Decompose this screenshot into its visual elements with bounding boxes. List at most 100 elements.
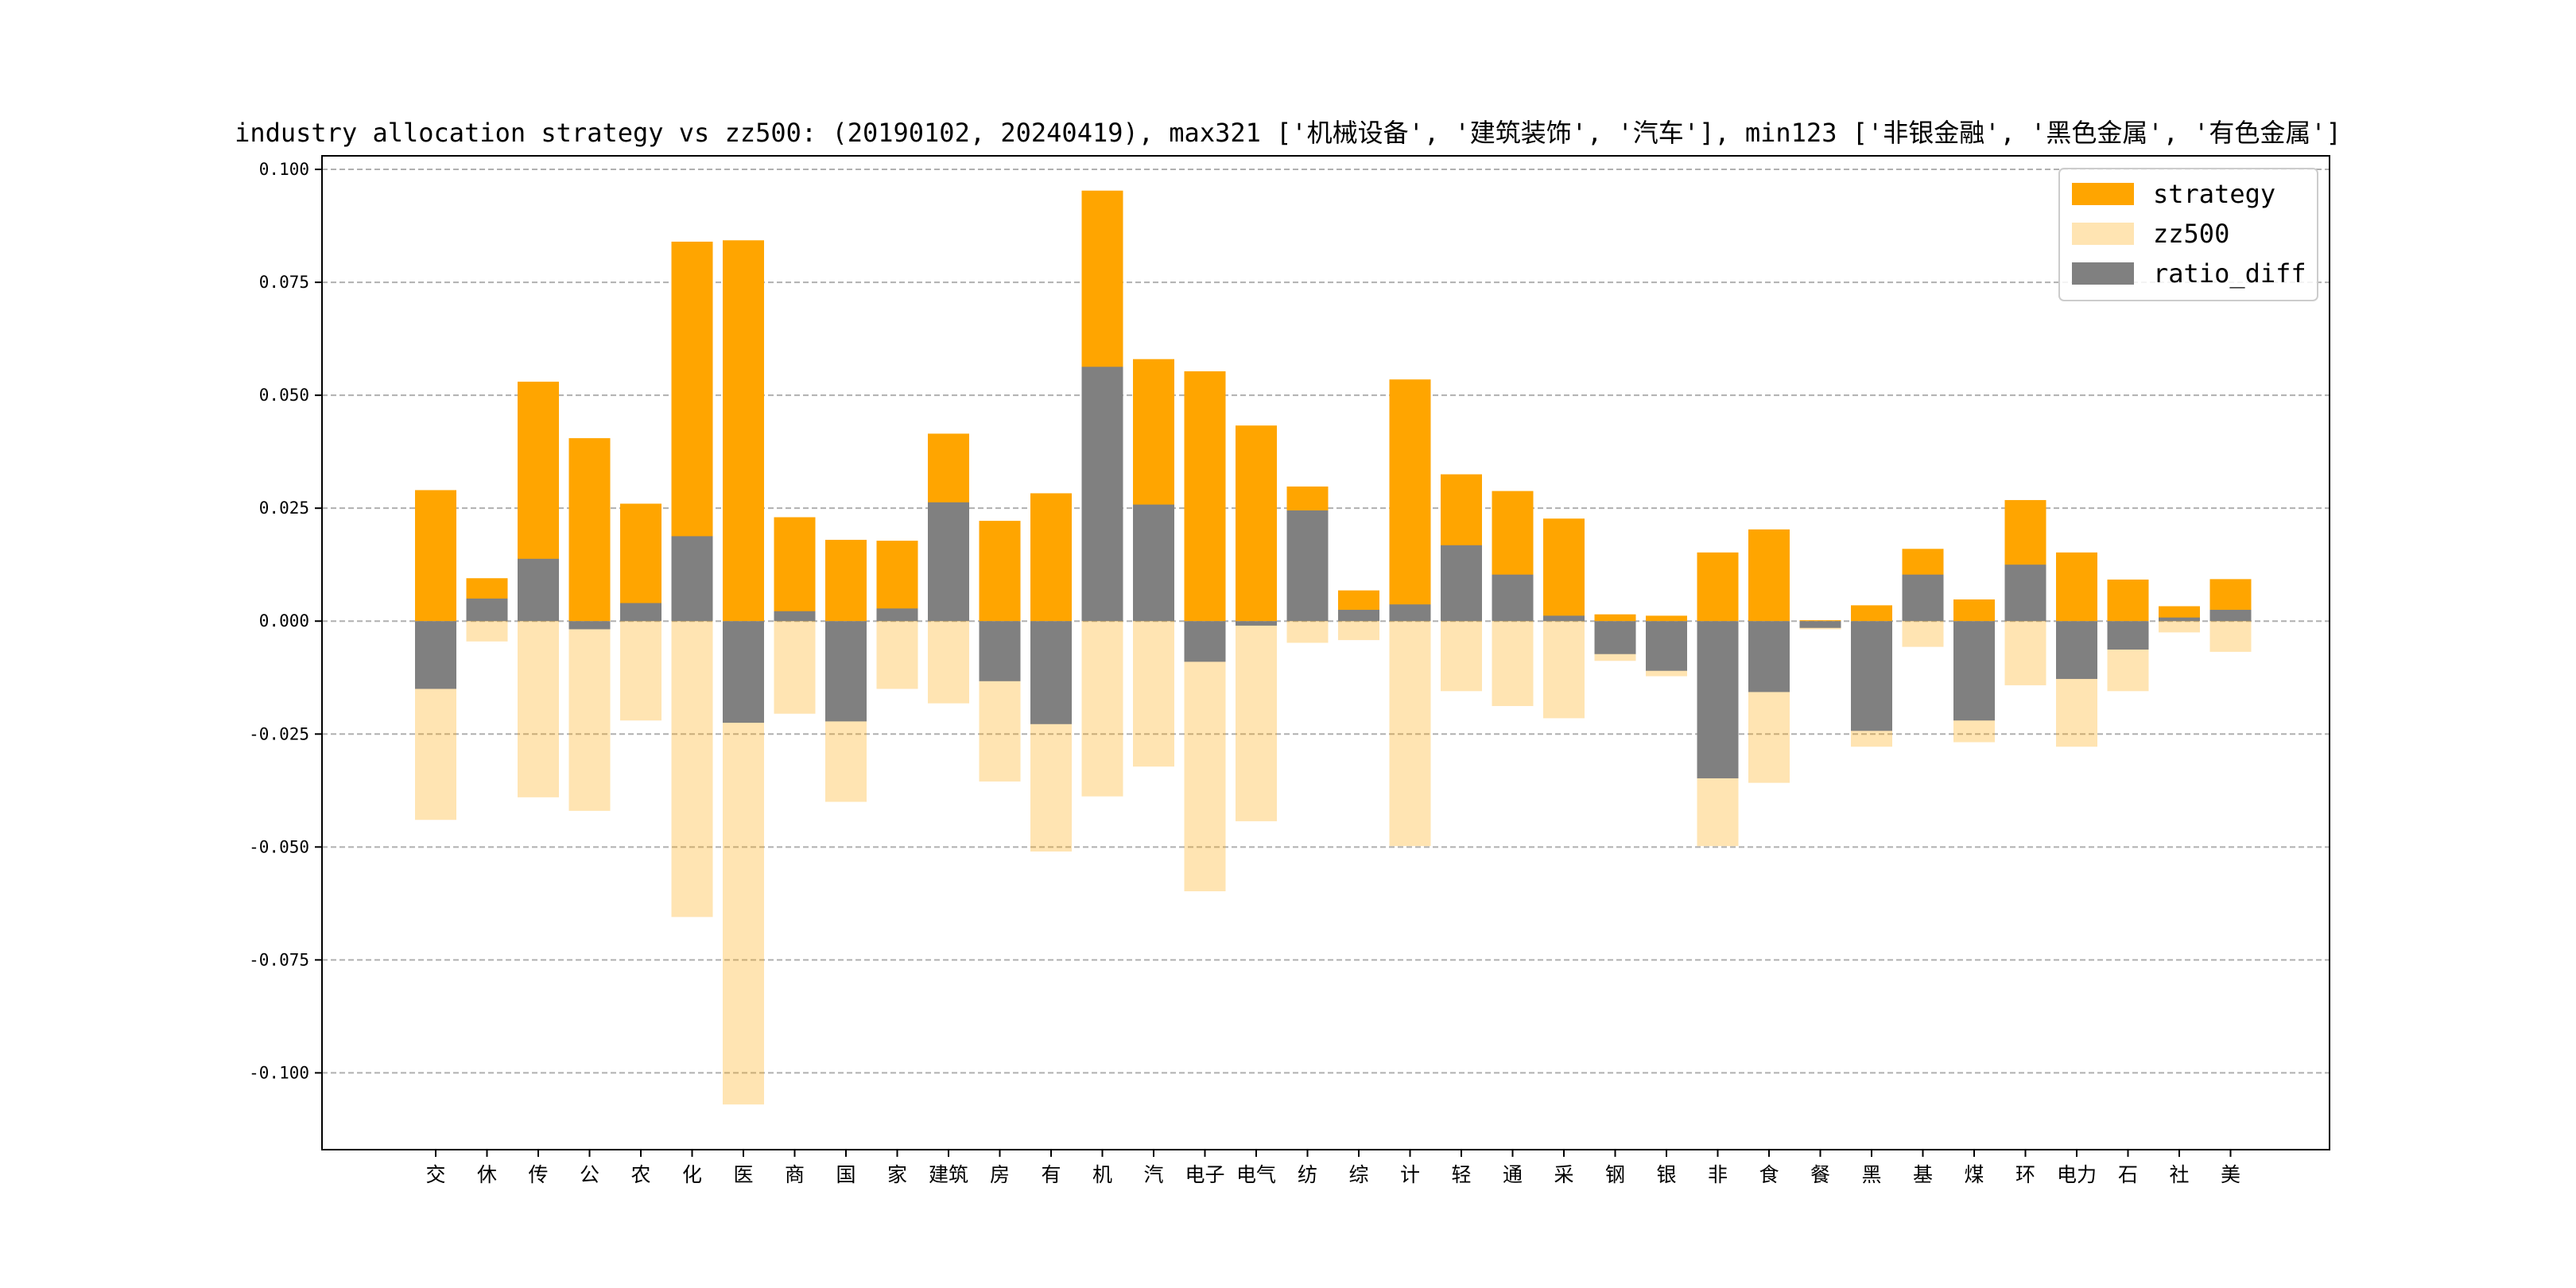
- bar-zz500: [518, 621, 559, 797]
- x-tick-label: 医: [733, 1163, 753, 1186]
- bar-zz500: [1286, 621, 1329, 643]
- x-tick-label: 非: [1708, 1163, 1728, 1186]
- bar-ratio_diff: [1902, 574, 1944, 622]
- bar-strategy: [2056, 552, 2097, 622]
- x-tick-label: 基: [1913, 1163, 1933, 1186]
- bar-ratio_diff: [2004, 564, 2046, 622]
- y-tick-label: -0.075: [249, 950, 309, 969]
- y-tick-label: 0.000: [259, 611, 309, 630]
- bar-ratio_diff: [1236, 621, 1277, 626]
- bar-zz500: [466, 621, 508, 642]
- x-tick-label: 农: [630, 1163, 650, 1186]
- x-tick-label: 石: [2118, 1163, 2138, 1186]
- bar-strategy: [1799, 620, 1841, 622]
- bar-zz500: [1236, 621, 1277, 821]
- bar-strategy: [1953, 599, 1995, 622]
- bar-ratio_diff: [1697, 621, 1739, 778]
- y-tick-label: 0.050: [259, 386, 309, 405]
- bar-ratio_diff: [2159, 617, 2200, 622]
- x-tick-label: 通: [1503, 1163, 1523, 1186]
- legend-label-ratio_diff: ratio_diff: [2153, 258, 2306, 289]
- bar-ratio_diff: [1543, 615, 1585, 622]
- bar-ratio_diff: [1030, 621, 1072, 724]
- bar-ratio_diff: [723, 621, 764, 724]
- x-tick-label: 美: [2221, 1163, 2240, 1186]
- bar-ratio_diff: [466, 598, 508, 622]
- bar-strategy: [1236, 425, 1277, 622]
- bar-zz500: [2004, 621, 2046, 685]
- x-tick-label: 银: [1656, 1163, 1676, 1186]
- bar-strategy: [415, 490, 456, 622]
- bar-ratio_diff: [1184, 621, 1226, 662]
- bar-zz500: [1389, 621, 1431, 847]
- bar-zz500: [1492, 621, 1534, 707]
- legend: strategy zz500 ratio_diff: [2058, 168, 2318, 301]
- bar-ratio_diff: [568, 621, 611, 630]
- x-tick-label: 国: [836, 1163, 855, 1186]
- y-axis: 0.100 0.075 0.050 0.025 0.000 -0.025 -0.050 -0.…: [249, 160, 322, 1082]
- y-tick-label: -0.100: [249, 1063, 309, 1082]
- bar-ratio_diff: [2107, 621, 2149, 650]
- bar-zz500: [1902, 621, 1944, 647]
- bar-strategy: [2107, 579, 2149, 622]
- x-tick-label: 有: [1041, 1163, 1061, 1186]
- bar-zz500: [2159, 621, 2200, 633]
- bar-ratio_diff: [1338, 610, 1379, 622]
- bar-ratio_diff: [2056, 621, 2097, 679]
- bar-ratio_diff: [1492, 574, 1534, 622]
- y-tick-label: 0.075: [259, 273, 309, 292]
- legend-swatch-zz500: [2072, 223, 2134, 245]
- bars: [415, 190, 2252, 1105]
- x-tick-label: 电力: [2057, 1163, 2097, 1186]
- bar-ratio_diff: [825, 621, 867, 722]
- bar-strategy: [979, 521, 1021, 622]
- legend-swatch-strategy: [2072, 183, 2134, 205]
- bar-zz500: [1338, 621, 1379, 641]
- bar-strategy: [1646, 615, 1687, 622]
- bar-ratio_diff: [1389, 604, 1431, 622]
- x-tick-label: 传: [528, 1163, 548, 1186]
- x-tick-label: 房: [990, 1163, 1010, 1186]
- x-tick-label: 化: [682, 1163, 702, 1186]
- x-tick-label: 黑: [1861, 1163, 1881, 1186]
- bar-zz500: [1184, 621, 1226, 891]
- bar-strategy: [1594, 614, 1636, 622]
- y-tick-label: -0.025: [249, 724, 309, 743]
- bar-zz500: [2209, 621, 2252, 652]
- x-tick-label: 家: [887, 1163, 907, 1186]
- bar-ratio_diff: [1953, 621, 1995, 721]
- legend-swatch-ratio_diff: [2072, 262, 2134, 285]
- bar-zz500: [1441, 621, 1482, 692]
- bar-ratio_diff: [415, 621, 456, 689]
- bar-strategy: [876, 541, 918, 622]
- bar-ratio_diff: [774, 611, 816, 622]
- legend-label-strategy: strategy: [2153, 179, 2275, 209]
- y-tick-label: 0.100: [259, 160, 309, 179]
- bar-ratio_diff: [1133, 504, 1174, 622]
- bar-ratio_diff: [620, 603, 661, 622]
- bar-ratio_diff: [671, 536, 713, 622]
- bar-strategy: [1184, 371, 1226, 622]
- bar-strategy: [1389, 379, 1431, 622]
- x-tick-label: 环: [2015, 1163, 2035, 1186]
- x-tick-label: 汽: [1143, 1163, 1163, 1186]
- bar-strategy: [774, 517, 816, 622]
- bar-ratio_diff: [928, 502, 969, 622]
- x-tick-label: 纺: [1298, 1163, 1317, 1186]
- x-tick-label: 采: [1554, 1163, 1573, 1186]
- bar-ratio_diff: [876, 608, 918, 622]
- x-tick-label: 电子: [1185, 1163, 1224, 1186]
- plot-frame: [321, 155, 2330, 1150]
- bar-zz500: [620, 621, 661, 721]
- x-tick-label: 机: [1092, 1163, 1112, 1186]
- bar-strategy: [1851, 605, 1892, 622]
- bar-zz500: [1081, 621, 1123, 797]
- x-tick-label: 社: [2169, 1163, 2189, 1186]
- bar-ratio_diff: [2209, 610, 2252, 622]
- x-tick-label: 交: [425, 1163, 445, 1186]
- bar-ratio_diff: [1748, 621, 1790, 692]
- bar-ratio_diff: [1441, 545, 1482, 622]
- x-tick-label: 综: [1348, 1163, 1368, 1186]
- x-axis: 交 休 传 公 农 化 医 商 国 家建筑房 有 机 汽电子 电气纺 综 计 轻 通 采 钢 银 非 食 餐 黑 基 煤 环电力石 社 美: [425, 1150, 2240, 1186]
- bar-zz500: [671, 621, 713, 918]
